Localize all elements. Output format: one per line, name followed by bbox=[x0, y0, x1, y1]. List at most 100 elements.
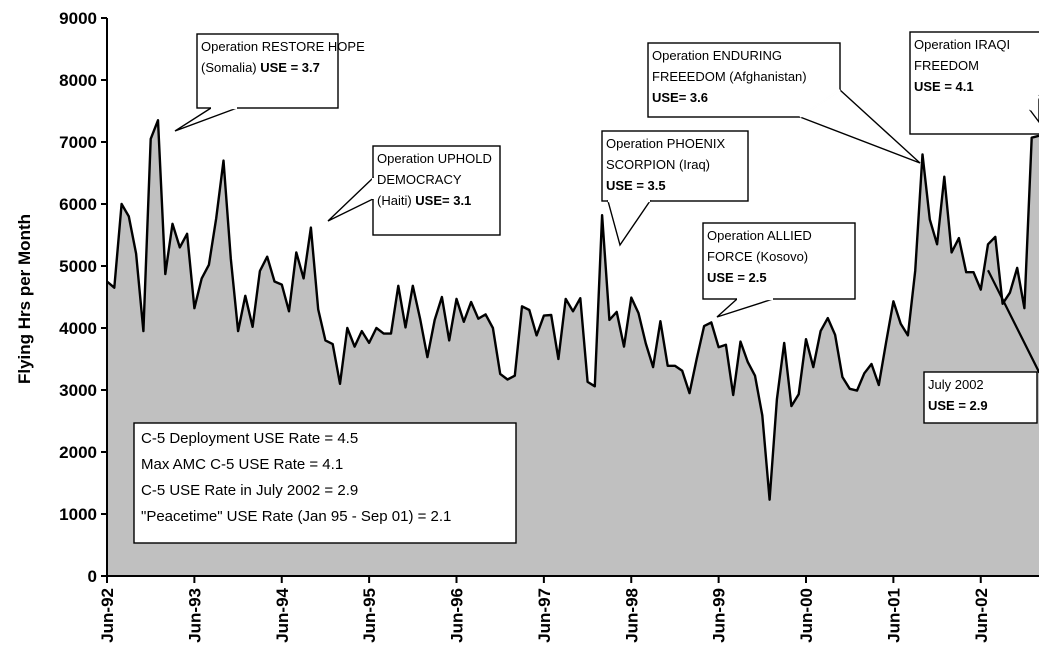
info-box-line: "Peacetime" USE Rate (Jan 95 - Sep 01) =… bbox=[141, 508, 451, 525]
data-point bbox=[295, 251, 297, 253]
data-point bbox=[725, 344, 727, 346]
callout-text-span: Operation ALLIED bbox=[707, 228, 812, 243]
data-point bbox=[150, 138, 152, 140]
callout-box bbox=[647, 42, 841, 118]
data-point bbox=[587, 381, 589, 383]
callout-line: USE = 2.5 bbox=[707, 270, 767, 285]
data-point bbox=[951, 251, 953, 253]
callout-enduring-freedom: Operation ENDURING FREEEDOM (Afghanistan)… bbox=[647, 42, 921, 164]
data-point bbox=[958, 237, 960, 239]
data-point bbox=[419, 318, 421, 320]
x-tick-label: Jun-00 bbox=[797, 588, 816, 643]
data-point bbox=[230, 258, 232, 260]
data-point bbox=[761, 414, 763, 416]
data-point bbox=[652, 366, 654, 368]
callout-restore-hope: Operation RESTORE HOPE (Somalia) USE = 3.… bbox=[174, 33, 365, 132]
callout-pointer bbox=[174, 107, 238, 132]
data-point bbox=[739, 341, 742, 343]
data-point bbox=[157, 119, 159, 121]
y-tick-label: 9000 bbox=[59, 9, 97, 28]
x-tick-label: Jun-95 bbox=[360, 588, 379, 643]
data-point bbox=[521, 305, 523, 307]
data-point bbox=[434, 319, 436, 321]
callout-iraqi-freedom: Operation IRAQI FREEDOM USE = 4.1 bbox=[909, 31, 1039, 135]
callout-use-value: USE = 3.7 bbox=[260, 60, 320, 75]
callout-box bbox=[909, 31, 1039, 135]
callout-line: FREEDOM bbox=[914, 58, 979, 73]
data-point bbox=[594, 385, 596, 387]
callout-box bbox=[923, 371, 1038, 424]
data-point bbox=[936, 243, 938, 245]
data-point bbox=[980, 289, 982, 291]
data-point bbox=[244, 295, 246, 297]
data-point bbox=[820, 330, 822, 332]
data-point bbox=[892, 300, 895, 302]
data-point bbox=[186, 233, 188, 235]
callout-text-span: (Haiti) bbox=[377, 193, 415, 208]
data-point bbox=[703, 325, 705, 327]
data-point bbox=[805, 338, 807, 340]
data-point bbox=[637, 312, 640, 314]
data-point bbox=[332, 343, 334, 345]
data-point bbox=[375, 327, 377, 329]
callout-use-value: USE= 3.6 bbox=[652, 90, 708, 105]
data-point bbox=[179, 246, 181, 248]
callout-pointer bbox=[607, 200, 652, 247]
y-tick-label: 4000 bbox=[59, 319, 97, 338]
x-tick-label: Jun-02 bbox=[972, 588, 991, 643]
data-point bbox=[783, 342, 785, 344]
data-point bbox=[870, 363, 873, 365]
data-point bbox=[769, 499, 771, 501]
x-tick-label: Jun-96 bbox=[448, 588, 467, 643]
callout-box bbox=[372, 145, 501, 236]
callout-text-span: FREEEDOM (Afghanistan) bbox=[652, 69, 807, 84]
data-point bbox=[674, 365, 676, 367]
data-point bbox=[193, 307, 195, 309]
data-point bbox=[849, 388, 851, 390]
data-point bbox=[681, 370, 683, 372]
data-point bbox=[565, 298, 567, 300]
callout-text-span: FORCE (Kosovo) bbox=[707, 249, 808, 264]
data-point bbox=[113, 287, 115, 289]
data-point bbox=[929, 218, 931, 221]
callout-text-span: July 2002 bbox=[928, 377, 984, 392]
data-point bbox=[972, 271, 975, 273]
y-tick-label: 8000 bbox=[59, 71, 97, 90]
data-point bbox=[506, 378, 509, 381]
data-point bbox=[812, 366, 814, 368]
x-tick-label: Jun-98 bbox=[622, 588, 641, 643]
data-point bbox=[994, 236, 996, 238]
data-point bbox=[608, 319, 611, 321]
data-point bbox=[623, 346, 625, 348]
callout-july-2002: July 2002 USE = 2.9 bbox=[923, 371, 1038, 424]
data-point bbox=[383, 333, 385, 335]
data-point bbox=[339, 383, 341, 385]
x-tick-label: Jun-99 bbox=[710, 588, 729, 643]
data-point bbox=[572, 310, 574, 312]
data-point bbox=[718, 346, 720, 348]
callout-line: USE= 3.6 bbox=[652, 90, 708, 105]
callout-text-span: SCORPION (Iraq) bbox=[606, 157, 710, 172]
callout-line: Operation ALLIED bbox=[707, 228, 812, 243]
data-point bbox=[659, 320, 662, 322]
data-point bbox=[128, 215, 130, 217]
y-tick-label: 0 bbox=[88, 567, 97, 586]
data-point bbox=[921, 153, 924, 155]
data-point bbox=[135, 253, 137, 255]
callout-box bbox=[702, 222, 856, 300]
data-point bbox=[142, 330, 144, 332]
data-point bbox=[485, 313, 487, 315]
data-point bbox=[477, 318, 479, 320]
callout-line: Operation PHOENIX bbox=[606, 136, 726, 151]
data-point bbox=[710, 321, 712, 323]
data-point bbox=[900, 323, 902, 325]
data-point bbox=[579, 297, 581, 299]
callout-text-span: Operation ENDURING bbox=[652, 48, 782, 63]
callout-use-value: USE = 4.1 bbox=[914, 79, 974, 94]
data-point bbox=[907, 334, 909, 336]
data-point bbox=[1002, 303, 1004, 305]
callout-line: FREEEDOM (Afghanistan) bbox=[652, 69, 807, 84]
callout-text-span: Operation PHOENIX bbox=[606, 136, 726, 151]
data-point bbox=[164, 273, 166, 275]
